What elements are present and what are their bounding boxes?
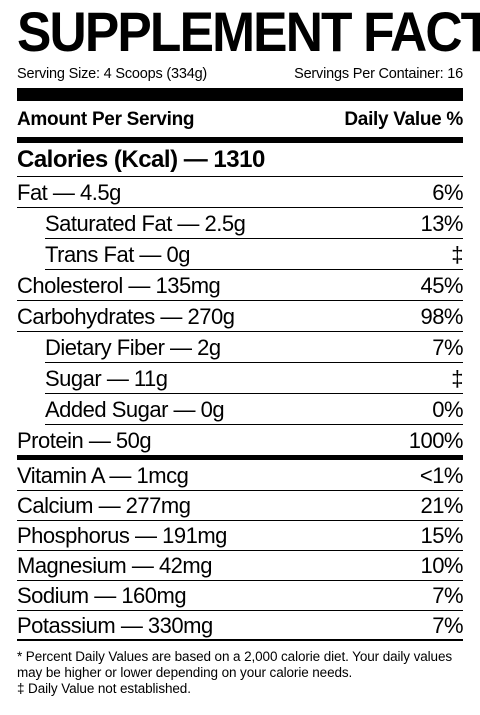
nutrient-row: Trans Fat — 0g ‡ — [45, 239, 463, 270]
nutrient-row: Phosphorus — 191mg 15% — [17, 521, 463, 551]
divider — [17, 137, 463, 143]
nutrient-row: Potassium — 330mg 7% — [17, 611, 463, 641]
daily-value: 21% — [420, 493, 463, 518]
daily-value: ‡ — [451, 366, 463, 391]
amount-header: Amount Per Serving — [17, 109, 195, 130]
daily-value: 7% — [432, 613, 463, 638]
nutrient-label: Magnesium — 42mg — [17, 553, 212, 578]
footnote: ‡ Daily Value not established. — [17, 681, 191, 696]
footnotes: * Percent Daily Values are based on a 2,… — [17, 649, 463, 697]
daily-value: 7% — [432, 583, 463, 608]
nutrient-row: Protein — 50g 100% — [17, 425, 464, 460]
nutrient-label: Carbohydrates — 270g — [17, 304, 235, 329]
daily-value: 15% — [420, 523, 463, 548]
title: SUPPLEMENT FACTS — [17, 0, 480, 63]
nutrient-label: Dietary Fiber — 2g — [45, 335, 221, 360]
serving-size: Serving Size: 4 Scoops (334g) — [17, 66, 208, 82]
daily-value: ‡ — [451, 242, 463, 267]
nutrient-label: Sodium — 160mg — [17, 583, 187, 608]
nutrient-row: Vitamin A — 1mcg <1% — [17, 461, 464, 491]
daily-value: 98% — [420, 304, 463, 329]
daily-value: 6% — [432, 180, 463, 205]
column-header: Amount Per Serving Daily Value % — [17, 101, 463, 137]
serving-info: Serving Size: 4 Scoops (334g) Servings P… — [17, 66, 463, 82]
daily-value: 13% — [420, 211, 463, 236]
nutrient-row: Calcium — 277mg 21% — [17, 491, 463, 521]
nutrient-row: Magnesium — 42mg 10% — [17, 551, 463, 581]
nutrient-rows: Fat — 4.5g 6% Saturated Fat — 2.5g 13% Trans… — [17, 177, 464, 641]
nutrient-label: Calcium — 277mg — [17, 493, 191, 518]
nutrient-row: Sugar — 11g ‡ — [45, 363, 463, 394]
divider — [17, 88, 463, 101]
daily-value: <1% — [419, 463, 464, 488]
nutrient-row: Added Sugar — 0g 0% — [45, 394, 463, 425]
nutrient-label: Phosphorus — 191mg — [17, 523, 227, 548]
nutrient-label: Added Sugar — 0g — [45, 397, 225, 422]
daily-value: 10% — [420, 553, 463, 578]
label-content: SUPPLEMENT FACTS Serving Size: 4 Scoops … — [17, 0, 480, 697]
nutrient-label: Trans Fat — 0g — [45, 242, 191, 267]
nutrient-label: Potassium — 330mg — [17, 613, 213, 638]
nutrient-row: Carbohydrates — 270g 98% — [17, 301, 463, 332]
calories: Calories (Kcal) — 1310 — [17, 143, 463, 177]
nutrient-label: Saturated Fat — 2.5g — [45, 211, 246, 236]
nutrient-row: Cholesterol — 135mg 45% — [17, 270, 463, 301]
daily-value: 45% — [420, 273, 463, 298]
nutrient-row: Sodium — 160mg 7% — [17, 581, 463, 611]
daily-value: 7% — [432, 335, 463, 360]
nutrient-row: Fat — 4.5g 6% — [17, 177, 463, 208]
nutrient-label: Cholesterol — 135mg — [17, 273, 221, 298]
daily-value: 100% — [408, 428, 464, 453]
footnote: * Percent Daily Values are based on a 2,… — [17, 649, 453, 680]
nutrient-label: Fat — 4.5g — [17, 180, 121, 205]
nutrient-row: Dietary Fiber — 2g 7% — [45, 332, 463, 363]
servings-per-container: Servings Per Container: 16 — [294, 66, 463, 82]
nutrient-label: Sugar — 11g — [45, 366, 168, 391]
nutrient-label: Vitamin A — 1mcg — [17, 463, 189, 488]
daily-value: 0% — [432, 397, 463, 422]
daily-value-header: Daily Value % — [344, 109, 463, 130]
nutrient-row: Saturated Fat — 2.5g 13% — [45, 208, 463, 239]
nutrient-label: Protein — 50g — [17, 428, 152, 453]
